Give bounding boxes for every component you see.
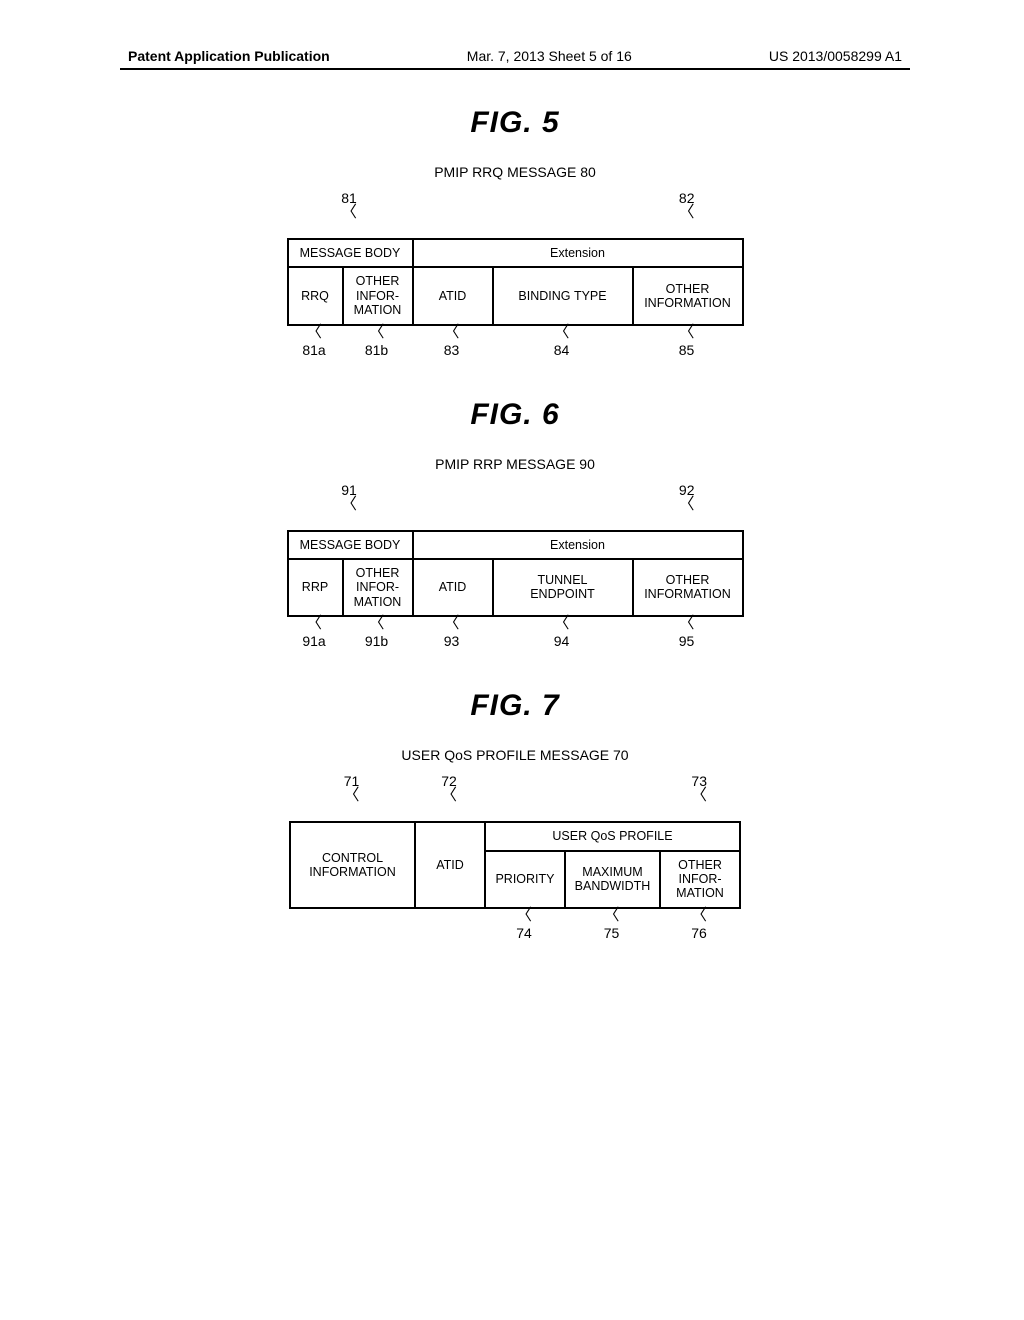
figure-7: FIG. 7 USER QoS PROFILE MESSAGE 70 71 〈 …: [120, 689, 910, 946]
header-center: Mar. 7, 2013 Sheet 5 of 16: [467, 48, 632, 64]
ref-label: 74: [516, 925, 532, 941]
fig7-title: FIG. 7: [120, 689, 910, 723]
fig5-bottom-labels: 〈 81a 〈 81b 〈 83 〈 84 〈 85: [287, 328, 744, 358]
fig5-top-brackets: 81 〈 82 〈: [287, 190, 744, 240]
ref-label: 81a: [302, 342, 325, 358]
page-header: Patent Application Publication Mar. 7, 2…: [120, 48, 910, 70]
ref-label: 93: [444, 633, 460, 649]
fig5-subtitle: PMIP RRQ MESSAGE 80: [120, 164, 910, 180]
header-right: US 2013/0058299 A1: [769, 48, 902, 64]
figure-5: FIG. 5 PMIP RRQ MESSAGE 80 81 〈 82 〈 MES…: [120, 106, 910, 358]
fig6-top-brackets: 91 〈 92 〈: [287, 482, 744, 532]
figure-6: FIG. 6 PMIP RRP MESSAGE 90 91 〈 92 〈 MES…: [120, 398, 910, 650]
ref-label: 76: [691, 925, 707, 941]
ref-label: 83: [444, 342, 460, 358]
fig7-subtitle: USER QoS PROFILE MESSAGE 70: [120, 747, 910, 763]
fig6-title: FIG. 6: [120, 398, 910, 432]
header-left: Patent Application Publication: [128, 48, 330, 64]
ref-label: 81b: [365, 342, 388, 358]
ref-label: 84: [554, 342, 570, 358]
ref-label: 85: [679, 342, 695, 358]
ref-label: 94: [554, 633, 570, 649]
fig7-bottom-labels: 〈 74 〈 75 〈 76: [289, 911, 741, 941]
ref-label: 91b: [365, 633, 388, 649]
fig7-table: CONTROLINFORMATION ATID USER QoS PROFILE…: [289, 821, 741, 909]
fig5-title: FIG. 5: [120, 106, 910, 140]
fig7-top-brackets: 71 〈 72 〈 73 〈: [289, 773, 741, 823]
fig6-subtitle: PMIP RRP MESSAGE 90: [120, 456, 910, 472]
fig6-bottom-labels: 〈 91a 〈 91b 〈 93 〈 94 〈 95: [287, 619, 744, 649]
ref-label: 75: [604, 925, 620, 941]
fig5-table: MESSAGE BODYExtensionRRQOTHERINFOR-MATIO…: [287, 238, 744, 326]
fig6-table: MESSAGE BODYExtensionRRPOTHERINFOR-MATIO…: [287, 530, 744, 618]
ref-label: 91a: [302, 633, 325, 649]
ref-label: 95: [679, 633, 695, 649]
